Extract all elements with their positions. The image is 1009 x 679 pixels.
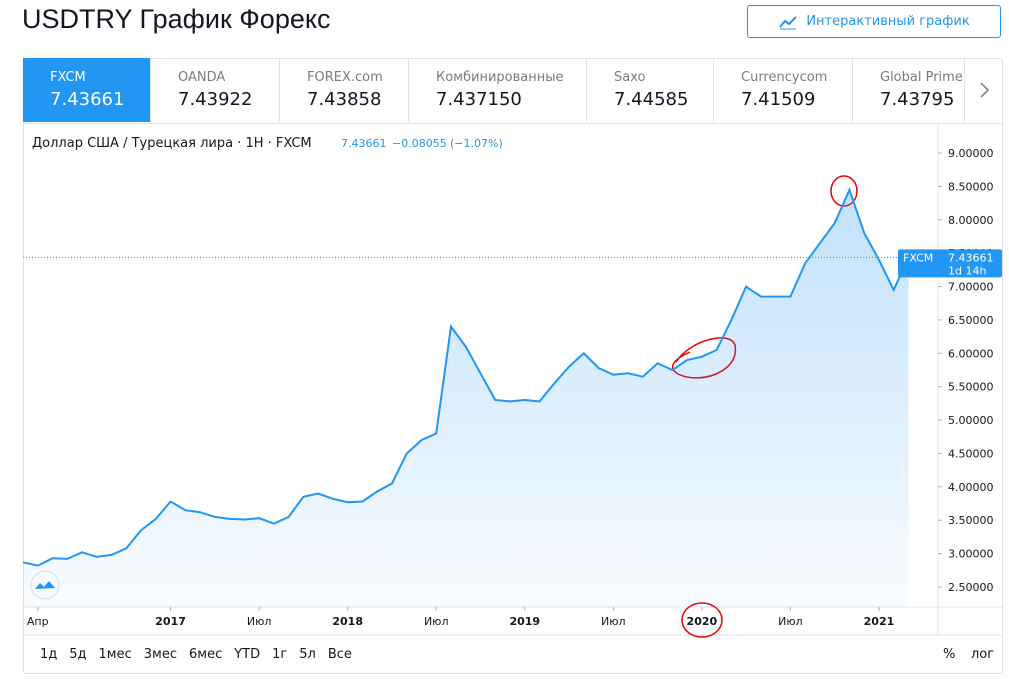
y-tick-label: 5.50000 [948,381,994,394]
source-price: 7.44585 [614,89,689,110]
legend: Доллар США / Турецкая лира · 1H · FXCM 7… [32,136,503,151]
range-button[interactable]: 5д [69,647,87,662]
x-tick-label: 2021 [864,615,895,628]
interactive-chart-button[interactable]: Интерактивный график [747,5,1001,38]
chart-icon [779,15,798,29]
y-tick-label: 4.50000 [948,447,994,460]
range-button[interactable]: Все [327,647,352,662]
price-label-name: FXCM [903,251,933,264]
source-name: Currencycom [741,70,828,85]
range-button[interactable]: 1мес [98,647,132,662]
y-tick-label: 3.50000 [948,514,994,527]
button-label: Интерактивный график [806,14,970,29]
log-toggle[interactable]: лог [971,647,995,662]
legend-change-percent: (−1.07%) [450,137,503,150]
source-tab[interactable]: FXCM 7.43661 [23,58,151,122]
range-button[interactable]: 3мес [143,647,177,662]
price-label-value: 7.43661 [948,251,994,264]
x-tick-label: Июл [424,615,449,628]
source-tab[interactable]: FOREX.com 7.43858 [280,58,409,122]
x-tick-label: 2019 [509,615,540,628]
source-name: FXCM [50,70,86,85]
y-tick-label: 4.00000 [948,481,994,494]
source-price: 7.41509 [741,89,816,110]
source-price: 7.43922 [178,89,253,110]
x-tick-label: Апр [27,615,49,628]
area [23,189,909,608]
source-tab[interactable]: OANDA 7.43922 [151,58,280,122]
source-price: 7.43795 [880,89,955,110]
line [22,187,910,567]
source-price: 7.43858 [307,89,382,110]
y-tick-label: 3.00000 [948,548,994,561]
x-tick-label: 2020 [687,615,718,628]
symbol-description: Доллар США / Турецкая лира · 1H · FXCM [32,136,312,151]
range-button[interactable]: 5л [299,647,316,662]
legend-price: 7.43661 [341,137,387,150]
legend-change: −0.08055 [392,137,447,150]
source-tab[interactable]: Комбинированные 7.437150 [409,58,587,122]
range-button[interactable]: 1г [272,647,288,662]
y-tick-label: 6.00000 [948,347,994,360]
x-tick-label: 2018 [332,615,363,628]
range-button[interactable]: 6мес [189,647,223,662]
x-tick-label: Июл [778,615,803,628]
source-name: OANDA [178,70,226,85]
y-tick-label: 5.00000 [948,414,994,427]
page-title: USDTRY График Форекс [22,4,331,34]
source-name: FOREX.com [307,70,383,85]
y-tick-label: 8.50000 [948,180,994,193]
y-tick-label: 8.00000 [948,214,994,227]
y-tick-label: 6.50000 [948,314,994,327]
range-button[interactable]: 1д [40,647,58,662]
percent-toggle[interactable]: % [943,647,956,662]
x-tick-label: Июл [601,615,626,628]
source-price: 7.43661 [50,89,125,110]
x-tick-label: Июл [247,615,272,628]
source-tab[interactable]: Saxo 7.44585 [587,58,714,122]
y-tick-label: 9.00000 [948,147,994,160]
arrow-icon [980,82,990,98]
next-arrow[interactable] [965,58,1003,122]
source-tabs: FXCM 7.43661 OANDA 7.43922 FOREX.com 7.43858 К… [23,58,1003,124]
source-name: Комбинированные [436,70,564,85]
y-tick-label: 2.50000 [948,581,994,594]
price-label-countdown: 1d 14h [948,264,986,277]
range-toolbar: 1д 5д 1мес 3мес 6мес YTD 1г 5л Все [40,647,364,662]
source-name: Global Prime [880,70,963,85]
range-button[interactable]: YTD [234,647,261,662]
y-tick-label: 7.00000 [948,281,994,294]
source-name: Saxo [614,70,646,85]
price-label-bg [898,249,1002,278]
x-tick-label: 2017 [155,615,186,628]
widget-frame [23,58,1003,674]
source-tab[interactable]: Global Prime 7.43795 [853,58,965,122]
source-price: 7.437150 [436,89,522,110]
source-tab[interactable]: Currencycom 7.41509 [714,58,853,122]
